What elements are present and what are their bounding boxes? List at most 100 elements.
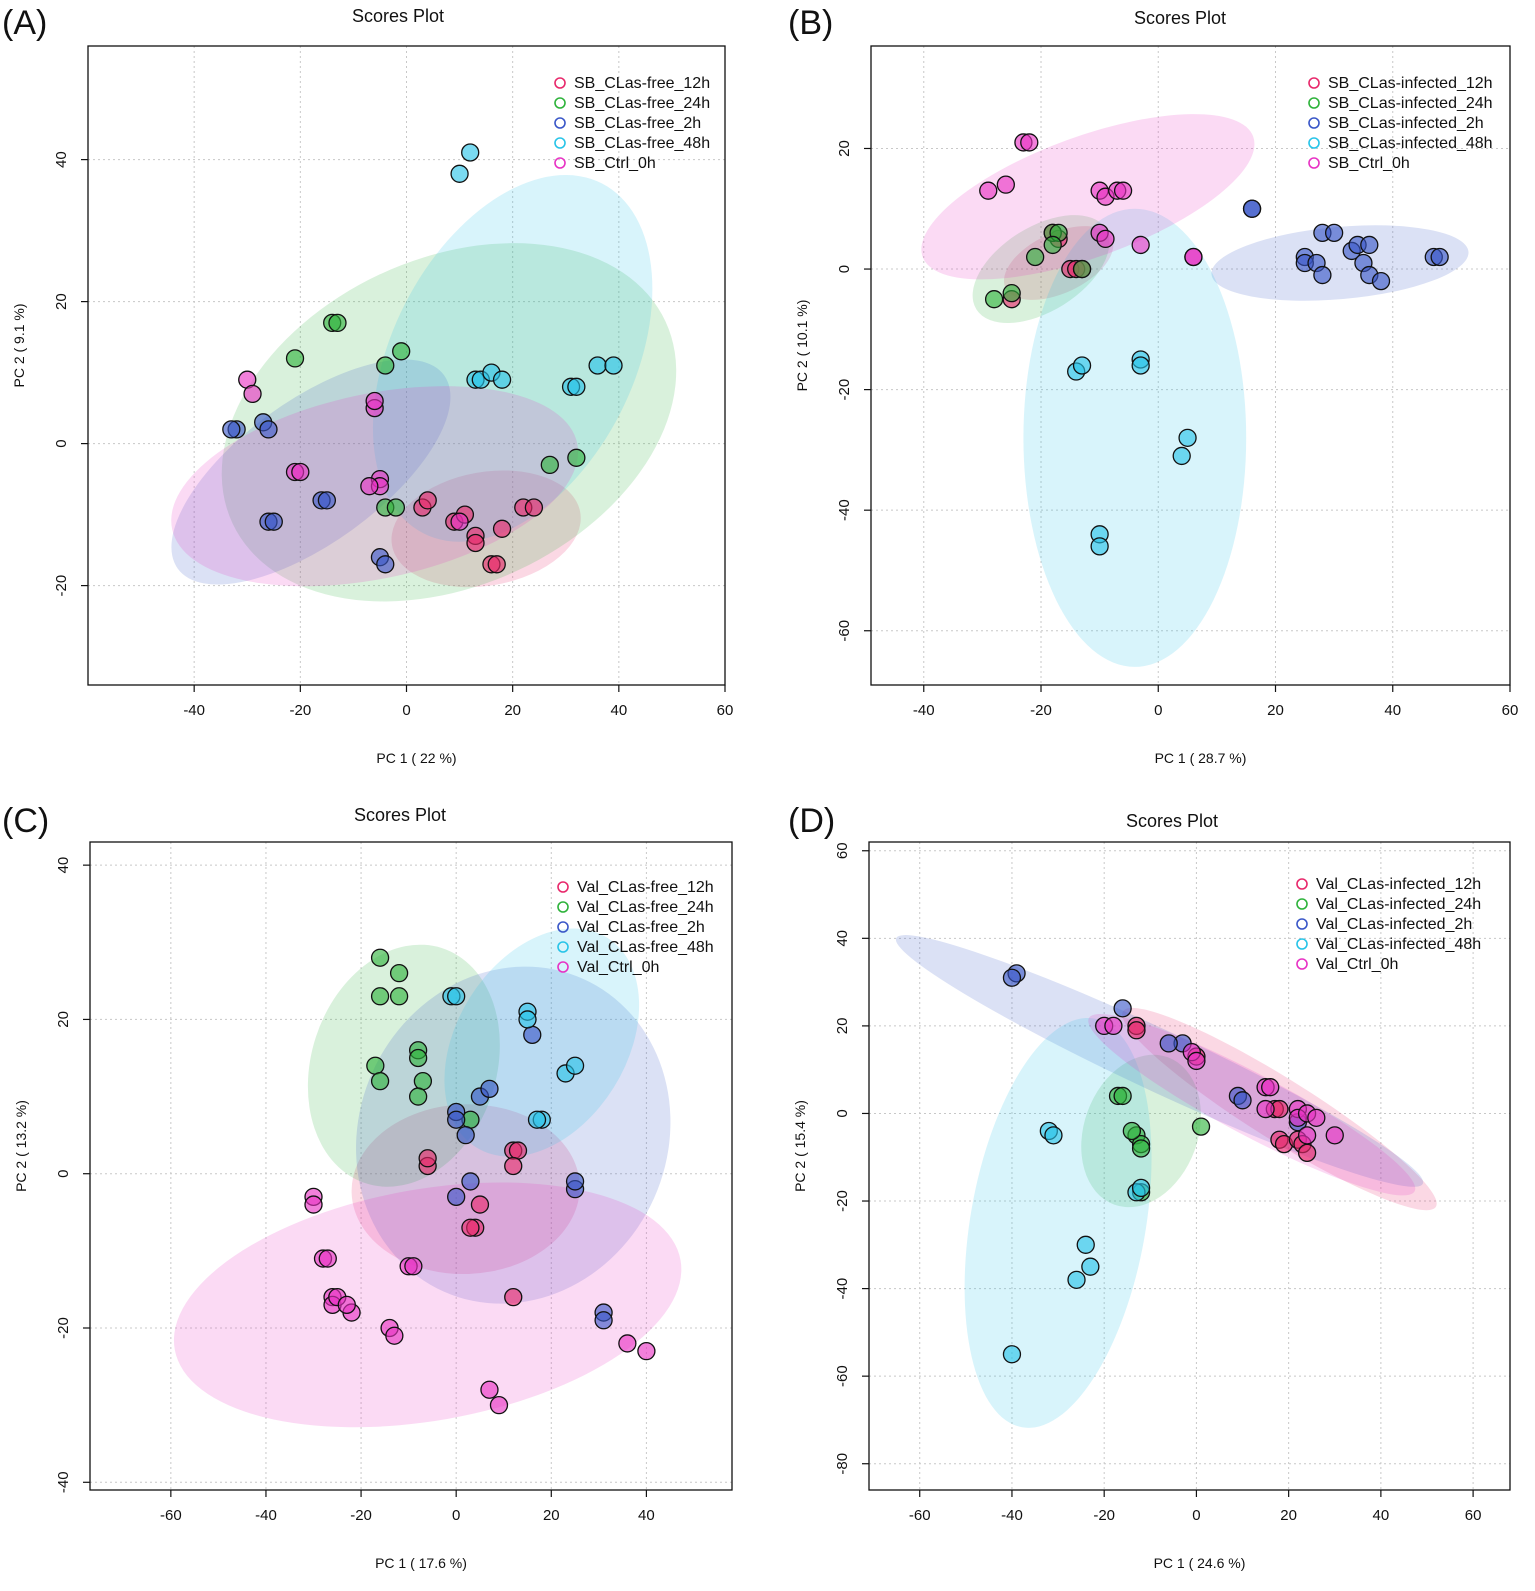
data-point-s1 (392, 342, 411, 361)
data-point-s3 (1067, 1270, 1086, 1289)
panel-c: (C) Scores Plot -60 -40 -20 0 20 40 -40 -20 0 20 40 P… (2, 802, 733, 1571)
data-point-s1 (1072, 259, 1092, 279)
data-point-s1 (1043, 235, 1062, 255)
ellipse-3 (964, 1017, 1152, 1428)
data-point-s1 (370, 987, 390, 1006)
data-point-s3 (1044, 1126, 1063, 1145)
data-point-s0 (492, 519, 512, 538)
x-tick-label: 40 (610, 702, 627, 719)
legend-entry: SB_Ctrl_0h (574, 155, 656, 172)
legend-entry: SB_CLas-free_12h (574, 75, 710, 92)
ellipse-2 (356, 966, 671, 1304)
data-point-s2 (594, 1311, 613, 1330)
legend-entry: Val_CLas-free_12h (577, 879, 714, 896)
data-point-s4 (996, 175, 1015, 194)
data-point-s4 (1104, 1016, 1123, 1036)
y-tick-label: 60 (834, 842, 851, 859)
x-tick-label: -20 (1093, 1507, 1115, 1524)
data-point-s4 (1020, 133, 1039, 152)
x-axis-label: PC 1 ( 28.7 %) (1155, 750, 1247, 766)
data-point-s4 (337, 1295, 356, 1315)
data-point-s0 (418, 491, 437, 510)
data-point-s3 (527, 1110, 547, 1129)
x-tick-label: 60 (1502, 702, 1519, 719)
data-point-s2 (447, 1110, 466, 1129)
x-tick-label: -40 (913, 702, 935, 719)
ellipse-4 (173, 1182, 682, 1428)
data-point-s0 (1127, 1021, 1146, 1040)
data-point-s3 (492, 370, 512, 389)
data-point-s4 (489, 1395, 509, 1415)
x-tick-label: -60 (909, 1507, 931, 1524)
legend-marker (557, 961, 569, 973)
y-tick-label: 40 (55, 857, 72, 874)
data-point-s4 (1325, 1126, 1344, 1145)
data-point-s1 (1122, 1121, 1142, 1141)
data-point-s0 (487, 555, 506, 574)
legend: SB_CLas-free_12h SB_CLas-free_24h SB_CLas-… (554, 75, 710, 172)
data-point-s4 (450, 512, 469, 531)
data-point-s4 (365, 391, 384, 411)
y-tick-label: 0 (53, 439, 70, 447)
data-point-s3 (604, 356, 623, 375)
panel-label: (C) (2, 802, 49, 840)
data-point-s3 (518, 1010, 537, 1029)
legend-entry: Val_CLas-free_2h (577, 919, 705, 936)
data-point-s0 (466, 533, 485, 553)
plot-frame (868, 841, 1511, 1491)
data-point-s1 (567, 448, 586, 467)
data-point-s2 (1324, 223, 1344, 243)
x-tick-label: -40 (183, 702, 205, 719)
data-point-s4 (1307, 1108, 1326, 1127)
x-axis-label: PC 1 ( 24.6 %) (1154, 1555, 1246, 1571)
data-point-s1 (408, 1087, 428, 1106)
data-points (979, 133, 1449, 556)
data-point-s4 (360, 477, 379, 496)
data-points (222, 143, 623, 574)
data-point-s1 (376, 356, 395, 375)
x-tick-label: 0 (402, 702, 410, 719)
legend-entry: Val_CLas-infected_24h (1316, 896, 1481, 913)
data-point-s4 (1256, 1099, 1275, 1119)
legend-marker (1296, 958, 1308, 970)
data-point-s3 (567, 377, 586, 396)
data-point-s0 (418, 1149, 437, 1168)
x-tick-label: 40 (1373, 1507, 1390, 1524)
data-point-s1 (386, 498, 406, 517)
y-tick-label: 0 (834, 1109, 851, 1117)
data-point-s1 (366, 1056, 385, 1075)
data-point-s2 (1371, 271, 1391, 291)
y-tick-label: 0 (55, 1170, 72, 1178)
data-point-s0 (1297, 1143, 1317, 1163)
legend-marker (557, 921, 569, 933)
y-tick-label: 20 (53, 293, 70, 310)
panel-label: (D) (788, 802, 835, 840)
y-tick-label: 40 (53, 151, 70, 168)
data-point-s1 (370, 1071, 390, 1091)
chart-title: Scores Plot (1126, 811, 1218, 831)
legend: Val_CLas-infected_12h Val_CLas-infected_2… (1296, 876, 1481, 973)
x-tick-label: 20 (504, 702, 521, 719)
data-point-s3 (1076, 1235, 1095, 1254)
data-point-s3 (1072, 356, 1092, 375)
panel-label: (B) (788, 4, 833, 42)
y-tick-label: 20 (836, 140, 853, 157)
panel-label: (A) (2, 4, 47, 42)
ellipse-2 (1211, 225, 1469, 301)
chart-title: Scores Plot (354, 805, 446, 825)
y-tick-label: 20 (55, 1011, 72, 1028)
ellipse-3 (444, 928, 640, 1157)
data-point-s4 (1261, 1078, 1280, 1097)
data-point-s3 (450, 164, 469, 183)
legend-entry: SB_CLas-infected_2h (1328, 115, 1484, 132)
panel-a: (A) Scores Plot -40 -20 0 20 40 60 -20 0 20 40 PC 1 … (2, 4, 733, 766)
data-point-s1 (1191, 1117, 1211, 1136)
legend-entry: Val_Ctrl_0h (577, 959, 659, 976)
data-point-s1 (328, 313, 347, 333)
data-points (304, 948, 656, 1415)
data-point-s4 (1131, 235, 1150, 255)
data-point-s0 (504, 1156, 523, 1176)
legend-marker (554, 137, 566, 149)
legend-marker (1296, 938, 1308, 950)
ellipse-4 (921, 114, 1255, 280)
